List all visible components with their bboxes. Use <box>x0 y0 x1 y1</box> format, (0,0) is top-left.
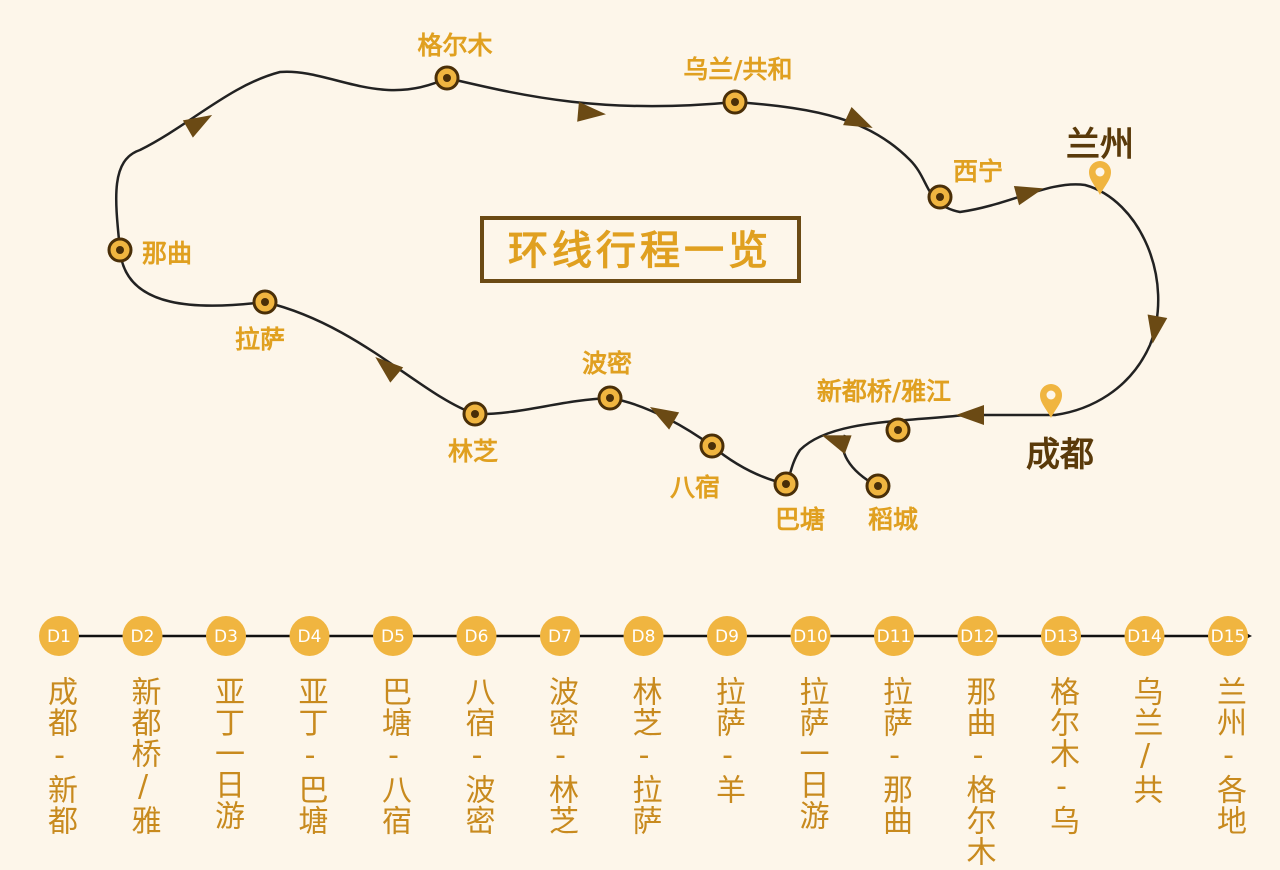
day-badge-circle <box>122 616 163 656</box>
day-badge: D4 <box>289 616 330 656</box>
day-badge-label: D13 <box>1044 627 1079 647</box>
day-badge-circle <box>790 616 831 656</box>
day-description: 亚丁一日游 <box>209 676 244 831</box>
day-badge: D1 <box>39 616 79 656</box>
day-description: 拉萨-羊湖-拉萨 <box>710 676 745 805</box>
city-label-lanzhou: 兰州 <box>1066 125 1134 165</box>
direction-arrow <box>644 398 680 430</box>
day-badge-circle <box>289 616 330 656</box>
day-badge: D6 <box>456 616 497 656</box>
day-badge-circle <box>1041 616 1081 656</box>
stop-marker <box>885 417 911 443</box>
day-badge: D13 <box>1041 616 1081 656</box>
day-badge: D2 <box>122 616 163 656</box>
day-badge-circle <box>1124 616 1165 656</box>
direction-arrow <box>956 405 984 425</box>
day-description: 成都-新都桥/雅江 <box>42 676 77 836</box>
day-description: 兰州-各地 <box>1211 676 1246 836</box>
day-badge: D14 <box>1124 616 1165 656</box>
stop-marker <box>927 184 953 210</box>
day-badge-label: D6 <box>465 627 489 647</box>
day-badge: D11 <box>874 616 914 656</box>
stop-marker <box>699 433 725 459</box>
city-label-xining: 西宁 <box>953 157 1003 186</box>
day-badge-label: D9 <box>715 627 739 647</box>
day-badge-circle <box>874 616 914 656</box>
day-description: 波密-林芝 <box>543 676 578 836</box>
day-badge-circle <box>39 616 79 656</box>
day-badge-label: D3 <box>214 627 238 647</box>
stop-marker <box>722 89 748 115</box>
day-description: 亚丁-巴塘 <box>292 676 328 836</box>
day-badge-circle <box>456 616 497 656</box>
day-description: 格尔木-乌兰/共和 <box>1044 676 1079 836</box>
day-badge-circle <box>206 616 246 656</box>
stop-marker <box>462 401 488 427</box>
day-badge: D12 <box>957 616 998 656</box>
day-badge-circle <box>373 616 413 656</box>
city-label-daocheng: 稻城 <box>868 505 918 534</box>
day-badge-label: D11 <box>877 627 912 647</box>
city-label-linzhi: 林芝 <box>448 437 498 466</box>
day-badge-label: D8 <box>632 627 656 647</box>
day-badge-circle <box>707 616 747 656</box>
day-badge: D7 <box>540 616 580 656</box>
day-badge-circle <box>957 616 998 656</box>
day-badge-label: D12 <box>960 627 995 647</box>
title-box <box>480 216 801 283</box>
day-badge-label: D5 <box>381 627 405 647</box>
day-badge: D15 <box>1208 616 1248 656</box>
route-line <box>115 70 1160 486</box>
location-pin-icon <box>1040 384 1062 418</box>
city-label-naqu: 那曲 <box>142 239 192 268</box>
stop-marker <box>107 237 133 263</box>
day-badge-label: D4 <box>298 627 322 647</box>
direction-arrow <box>1013 178 1047 206</box>
city-label-bomi: 波密 <box>582 349 632 378</box>
day-badge-circle <box>623 616 664 656</box>
direction-arrow <box>182 106 218 138</box>
day-badge-label: D10 <box>793 627 828 647</box>
day-badge-label: D2 <box>131 627 155 647</box>
day-description: 拉萨-那曲 <box>877 676 912 836</box>
direction-arrow <box>368 349 404 383</box>
city-label-chengdu: 成都 <box>1026 435 1094 475</box>
day-badge: D5 <box>373 616 413 656</box>
day-badge-label: D14 <box>1127 627 1162 647</box>
day-description: 巴塘-八宿 <box>376 676 411 836</box>
stop-marker <box>773 471 799 497</box>
day-badge-label: D7 <box>548 627 572 647</box>
city-label-basu: 八宿 <box>670 473 720 502</box>
city-label-xinduqiao: 新都桥/雅江 <box>817 377 951 406</box>
location-pin-icon <box>1089 161 1111 195</box>
city-label-golmud: 格尔木 <box>417 31 492 60</box>
day-badge-circle <box>540 616 580 656</box>
day-description: 拉萨一日游 <box>793 676 829 831</box>
stop-marker <box>434 65 460 91</box>
day-description: 八宿-波密 <box>459 676 495 836</box>
day-description: 林芝-拉萨 <box>626 676 662 836</box>
day-badge: D3 <box>206 616 246 656</box>
day-badge-label: D15 <box>1211 627 1246 647</box>
day-badge: D9 <box>707 616 747 656</box>
day-badge-label: D1 <box>47 627 71 647</box>
day-badge: D8 <box>623 616 664 656</box>
day-description: 那曲-格尔木 <box>960 676 996 867</box>
day-description: 新都桥/雅江-稻城 <box>125 676 161 836</box>
stop-marker <box>865 473 891 499</box>
stop-marker <box>252 289 278 315</box>
city-label-batang: 巴塘 <box>775 505 825 534</box>
day-badge: D10 <box>790 616 831 656</box>
page-title: 环线行程一览 <box>508 228 772 274</box>
day-badge-circle <box>1208 616 1248 656</box>
city-label-wulan: 乌兰/共和 <box>683 55 792 84</box>
day-description: 乌兰/共和-兰州 <box>1127 676 1163 805</box>
stop-marker <box>597 385 623 411</box>
direction-arrow <box>1142 314 1168 346</box>
city-label-lasa: 拉萨 <box>235 325 285 354</box>
